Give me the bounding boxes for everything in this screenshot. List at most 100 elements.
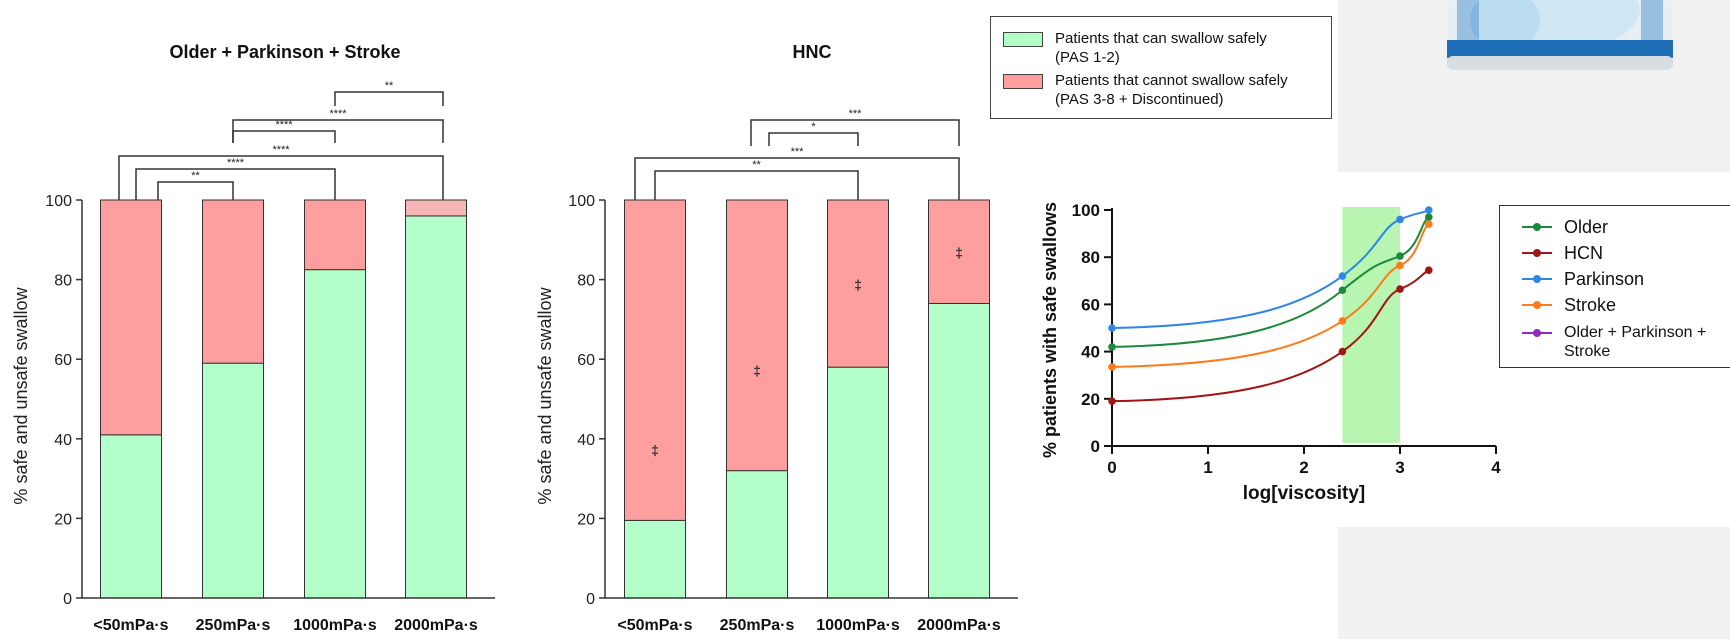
chart1-ylabel: % safe and unsafe swallow xyxy=(11,286,31,504)
y-tick-label: 100 xyxy=(568,193,595,210)
x-tick-label: 4 xyxy=(1491,458,1501,477)
legend-unsafe-line1: Patients that cannot swallow safely xyxy=(1055,72,1288,89)
legend-item-unsafe: Patients that cannot swallow safely (PAS… xyxy=(1003,71,1288,109)
legend-line-stroke-icon xyxy=(1522,295,1552,315)
product-can-image xyxy=(1445,0,1675,82)
significance-label: ** xyxy=(385,80,394,92)
data-point-parkinson xyxy=(1396,215,1404,224)
y-tick-label: 60 xyxy=(54,352,72,369)
chart2-title: HNC xyxy=(793,42,832,62)
legend-line-combined-icon xyxy=(1522,323,1552,343)
series-line-hcn xyxy=(1111,269,1430,403)
y-tick-label: 100 xyxy=(1072,201,1100,220)
bar-safe xyxy=(405,215,467,599)
legend-line-hcn-icon xyxy=(1522,243,1552,263)
legend-item-safe: Patients that can swallow safely (PAS 1-… xyxy=(1003,29,1267,67)
legend-safe-line1: Patients that can swallow safely xyxy=(1055,30,1267,47)
chart3-xlabel: log[viscosity] xyxy=(1243,483,1365,504)
bar-chart-older-parkinson-stroke: Older + Parkinson + Stroke % safe and un… xyxy=(11,42,495,634)
significance-label: **** xyxy=(227,157,245,169)
legend-label-older: Older xyxy=(1564,217,1609,237)
bar-unsafe xyxy=(405,199,467,217)
legend-label-stroke: Stroke xyxy=(1564,295,1617,315)
significance-bracket xyxy=(118,155,444,200)
line-legend-item-hcn: HCN xyxy=(1522,243,1603,263)
data-point-hcn xyxy=(1108,397,1116,405)
data-point-hcn xyxy=(1425,266,1433,274)
significance-label: **** xyxy=(275,119,293,131)
x-tick-label: 2000mPa·s xyxy=(917,617,1001,634)
chart2-ylabel: % safe and unsafe swallow xyxy=(535,286,555,504)
chart1-title: Older + Parkinson + Stroke xyxy=(169,42,400,62)
series-line-older xyxy=(1111,216,1430,348)
significance-marker: ‡ xyxy=(651,442,659,458)
x-tick-label: 1000mPa·s xyxy=(816,617,900,634)
significance-bracket xyxy=(768,132,859,146)
bar-safe xyxy=(726,470,788,599)
data-point-older xyxy=(1396,252,1404,260)
significance-marker: ‡ xyxy=(753,362,761,378)
line-chart-viscosity: 0 20 40 60 80 100 0 1 2 3 4 log[viscosity] % patie… xyxy=(1040,201,1501,504)
series-line-stroke xyxy=(1111,223,1430,368)
bar-safe xyxy=(928,302,990,599)
x-tick-label: 1 xyxy=(1203,458,1212,477)
legend-label-parkinson: Parkinson xyxy=(1564,269,1645,289)
bar-chart-hnc: HNC % safe and unsafe swallow ‡‡‡‡ *****… xyxy=(535,42,1018,634)
y-tick-label: 0 xyxy=(1091,437,1100,456)
legend-unsafe-line2: (PAS 3-8 + Discontinued) xyxy=(1055,91,1224,108)
y-tick-label: 20 xyxy=(577,511,595,528)
x-tick-label: 1000mPa·s xyxy=(293,617,377,634)
data-point-older xyxy=(1338,286,1347,295)
data-point-older xyxy=(1108,343,1116,351)
y-tick-label: 80 xyxy=(54,273,72,290)
bar-safe xyxy=(304,269,366,599)
significance-label: ** xyxy=(752,159,761,171)
significance-marker: ‡ xyxy=(955,245,963,261)
y-tick-label: 20 xyxy=(1081,390,1100,409)
data-point-older xyxy=(1425,213,1433,221)
bar-safe xyxy=(624,519,686,599)
y-tick-label: 0 xyxy=(586,591,595,608)
y-tick-label: 100 xyxy=(45,193,72,210)
bar-unsafe xyxy=(304,199,366,271)
bar-safe xyxy=(100,434,162,599)
x-tick-label: 250mPa·s xyxy=(196,617,271,634)
y-tick-label: 60 xyxy=(577,352,595,369)
significance-label: * xyxy=(811,121,816,133)
legend-swatch-safe xyxy=(1003,32,1043,47)
legend-label-combined: Older + Parkinson + Stroke xyxy=(1564,324,1707,360)
data-point-hcn xyxy=(1338,347,1347,356)
legend-label-hcn: HCN xyxy=(1564,243,1603,263)
line-legend: Older HCN Parkinson Stroke Older + Parki… xyxy=(1499,205,1730,368)
bar-safe xyxy=(827,366,889,599)
significance-label: **** xyxy=(329,108,347,120)
line-legend-item-combined: Older + Parkinson + Stroke xyxy=(1522,323,1724,361)
y-tick-label: 40 xyxy=(1081,343,1100,362)
bar-unsafe xyxy=(624,199,686,521)
line-legend-item-parkinson: Parkinson xyxy=(1522,269,1644,289)
significance-label: **** xyxy=(272,144,290,156)
significance-label: ** xyxy=(191,170,200,182)
significance-bracket xyxy=(232,130,336,143)
bar-unsafe xyxy=(202,199,264,364)
line-legend-item-older: Older xyxy=(1522,217,1608,237)
significance-bracket xyxy=(135,168,336,200)
significance-marker: ‡ xyxy=(854,277,862,293)
bar-unsafe xyxy=(726,199,788,472)
legend-swatch-unsafe xyxy=(1003,74,1043,89)
y-tick-label: 20 xyxy=(54,511,72,528)
legend-line-parkinson-icon xyxy=(1522,269,1552,289)
x-tick-label: 2000mPa·s xyxy=(394,617,478,634)
significance-bracket xyxy=(654,170,859,200)
y-tick-label: 40 xyxy=(54,432,72,449)
y-tick-label: 80 xyxy=(577,273,595,290)
x-tick-label: 250mPa·s xyxy=(720,617,795,634)
significance-bracket xyxy=(634,157,960,200)
x-tick-label: 2 xyxy=(1299,458,1308,477)
data-point-parkinson xyxy=(1425,206,1433,214)
y-tick-label: 40 xyxy=(577,432,595,449)
data-point-hcn xyxy=(1396,285,1404,293)
data-point-stroke xyxy=(1425,220,1433,228)
x-tick-label: 0 xyxy=(1107,458,1116,477)
